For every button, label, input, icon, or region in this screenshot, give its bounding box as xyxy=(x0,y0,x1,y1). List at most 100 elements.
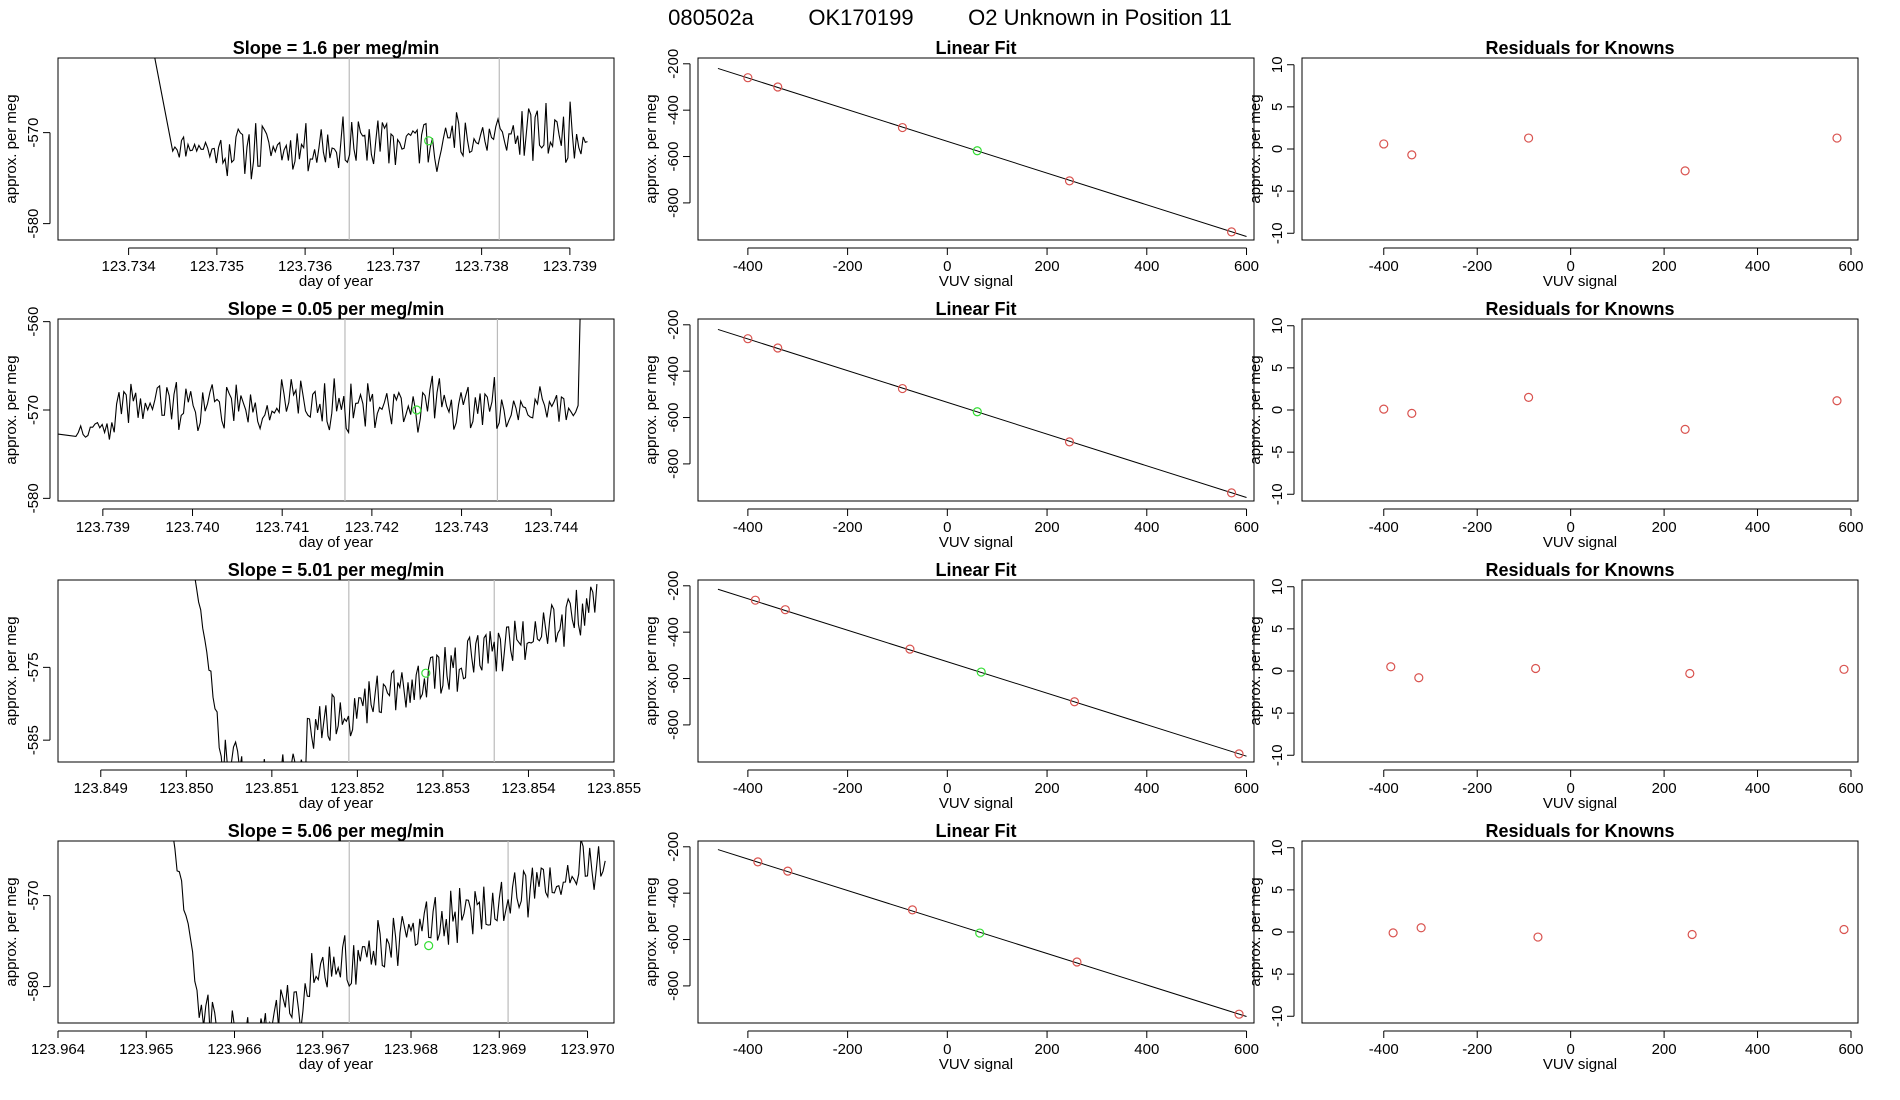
linear-fit-x-tick-label: -400 xyxy=(733,1041,763,1058)
residual-point xyxy=(1685,668,1695,679)
time-series-x-tick-label: 123.854 xyxy=(501,780,555,797)
time-series-y-tick-label: -580 xyxy=(25,483,42,513)
time-series-y-tick-label: -570 xyxy=(25,881,42,911)
linear-fit-y-tick-label: -800 xyxy=(665,710,682,740)
linear-fit-y-tick-label: -200 xyxy=(665,49,682,79)
residuals-x-tick-label: 400 xyxy=(1745,1041,1770,1058)
time-series-y-tick-label: -570 xyxy=(25,395,42,425)
residuals-plot-frame xyxy=(1301,840,1859,1024)
residuals-y-tick-label: 10 xyxy=(1269,56,1286,73)
time-series-y-tick-label: -585 xyxy=(25,725,42,755)
time-series-x-tick-label: 123.737 xyxy=(366,258,420,275)
residuals-title: Residuals for Knowns xyxy=(1485,821,1674,841)
linear-fit-x-label: VUV signal xyxy=(939,1056,1013,1073)
residuals-panel: Residuals for Knowns -400 -200 0 200 400 600 VU… xyxy=(1247,38,1864,290)
linear-fit-known-point xyxy=(1226,227,1237,237)
linear-fit-known-point xyxy=(773,82,783,92)
residual-point xyxy=(1416,923,1426,933)
linear-fit-y-label: approx. per meg xyxy=(643,355,660,464)
linear-fit-y-tick-label: -400 xyxy=(665,617,682,647)
residuals-y-tick-label: -5 xyxy=(1269,706,1286,719)
time-series-plot-frame xyxy=(57,579,615,763)
linear-fit-x-tick-label: 0 xyxy=(943,1041,951,1058)
residuals-y-tick-label: 0 xyxy=(1269,928,1286,936)
time-series-x-tick-label: 123.734 xyxy=(101,258,155,275)
linear-fit-known-point xyxy=(1069,697,1080,707)
residuals-panel: Residuals for Knowns -400 -200 0 200 400 600 VU… xyxy=(1247,821,1864,1073)
residuals-x-tick-label: -200 xyxy=(1462,258,1492,275)
time-series-plot-frame xyxy=(57,57,615,241)
linear-fit-x-tick-label: 0 xyxy=(943,258,951,275)
linear-fit-unknown-point xyxy=(972,146,982,156)
residuals-y-tick-label: 10 xyxy=(1269,839,1286,856)
residuals-y-tick-label: -5 xyxy=(1269,184,1286,197)
time-series-x-tick-label: 123.849 xyxy=(74,780,128,797)
linear-fit-line xyxy=(717,328,1247,498)
residuals-y-label: approx. per meg xyxy=(1247,877,1264,986)
linear-fit-line xyxy=(717,67,1247,237)
linear-fit-title: Linear Fit xyxy=(935,299,1016,319)
residuals-y-label: approx. per meg xyxy=(1247,616,1264,725)
residuals-panel: Residuals for Knowns -400 -200 0 200 400 600 VU… xyxy=(1247,560,1864,812)
time-series-panel: Slope = 5.01 per meg/min 123.849 123.850 12… xyxy=(3,560,641,812)
residuals-y-tick-label: 5 xyxy=(1269,103,1286,111)
linear-fit-unknown-point xyxy=(976,667,986,677)
linear-fit-known-point xyxy=(753,857,763,867)
time-series-x-tick-label: 123.741 xyxy=(255,519,309,536)
linear-fit-y-label: approx. per meg xyxy=(643,616,660,725)
linear-fit-x-tick-label: 600 xyxy=(1234,1041,1259,1058)
residuals-y-tick-label: 5 xyxy=(1269,625,1286,633)
linear-fit-y-label: approx. per meg xyxy=(643,877,660,986)
residual-point xyxy=(1407,150,1417,160)
linear-fit-unknown-point xyxy=(972,407,982,417)
linear-fit-panel: Linear Fit -400 -200 0 200 400 600 VUV signal -2… xyxy=(643,299,1259,551)
linear-fit-title: Linear Fit xyxy=(935,560,1016,580)
residual-point xyxy=(1680,166,1690,176)
time-series-x-tick-label: 123.744 xyxy=(524,519,578,536)
residual-point xyxy=(1407,408,1417,418)
residual-point xyxy=(1524,392,1534,402)
residuals-y-tick-label: 10 xyxy=(1269,317,1286,334)
linear-fit-known-point xyxy=(897,383,908,394)
time-series-x-tick-label: 123.965 xyxy=(119,1041,173,1058)
time-series-y-label: approx. per meg xyxy=(3,616,20,725)
linear-fit-known-point xyxy=(780,605,790,615)
linear-fit-x-tick-label: 0 xyxy=(943,780,951,797)
time-series-x-tick-label: 123.850 xyxy=(159,780,213,797)
residuals-x-tick-label: 0 xyxy=(1566,519,1574,536)
time-series-trace xyxy=(58,319,581,440)
linear-fit-x-tick-label: -400 xyxy=(733,258,763,275)
time-series-y-label: approx. per meg xyxy=(3,94,20,203)
residuals-x-tick-label: -400 xyxy=(1369,519,1399,536)
time-series-x-label: day of year xyxy=(299,795,373,812)
residual-point xyxy=(1379,404,1389,414)
residuals-plot-frame xyxy=(1301,57,1859,241)
linear-fit-plot-frame xyxy=(697,57,1255,241)
residuals-x-label: VUV signal xyxy=(1543,795,1617,812)
linear-fit-known-point xyxy=(750,595,760,605)
residuals-x-tick-label: 600 xyxy=(1838,519,1863,536)
time-series-x-tick-label: 123.969 xyxy=(472,1041,526,1058)
panel-row-3: Slope = 5.01 per meg/min 123.849 123.850 12… xyxy=(3,560,1864,812)
linear-fit-x-tick-label: -400 xyxy=(733,780,763,797)
time-series-panel: Slope = 1.6 per meg/min 123.734 123.735 123… xyxy=(3,38,615,290)
linear-fit-known-point xyxy=(1226,488,1237,498)
time-series-x-tick-label: 123.967 xyxy=(296,1041,350,1058)
linear-fit-y-tick-label: -800 xyxy=(665,188,682,218)
linear-fit-x-tick-label: 200 xyxy=(1035,258,1060,275)
linear-fit-known-point xyxy=(1234,749,1244,759)
residuals-x-tick-label: 400 xyxy=(1745,780,1770,797)
panel-grid: Slope = 1.6 per meg/min 123.734 123.735 123… xyxy=(3,38,1864,1073)
linear-fit-x-tick-label: 600 xyxy=(1234,780,1259,797)
residuals-y-tick-label: -5 xyxy=(1269,967,1286,980)
time-series-title: Slope = 5.01 per meg/min xyxy=(228,560,445,580)
time-series-y-label: approx. per meg xyxy=(3,877,20,986)
linear-fit-y-label: approx. per meg xyxy=(643,94,660,203)
panel-row-4: Slope = 5.06 per meg/min 123.964 123.965 12… xyxy=(3,821,1864,1073)
time-series-trace xyxy=(154,58,588,180)
linear-fit-title: Linear Fit xyxy=(935,38,1016,58)
header-tank: OK170199 xyxy=(808,5,913,30)
linear-fit-x-tick-label: 0 xyxy=(943,519,951,536)
time-series-title: Slope = 5.06 per meg/min xyxy=(228,821,445,841)
